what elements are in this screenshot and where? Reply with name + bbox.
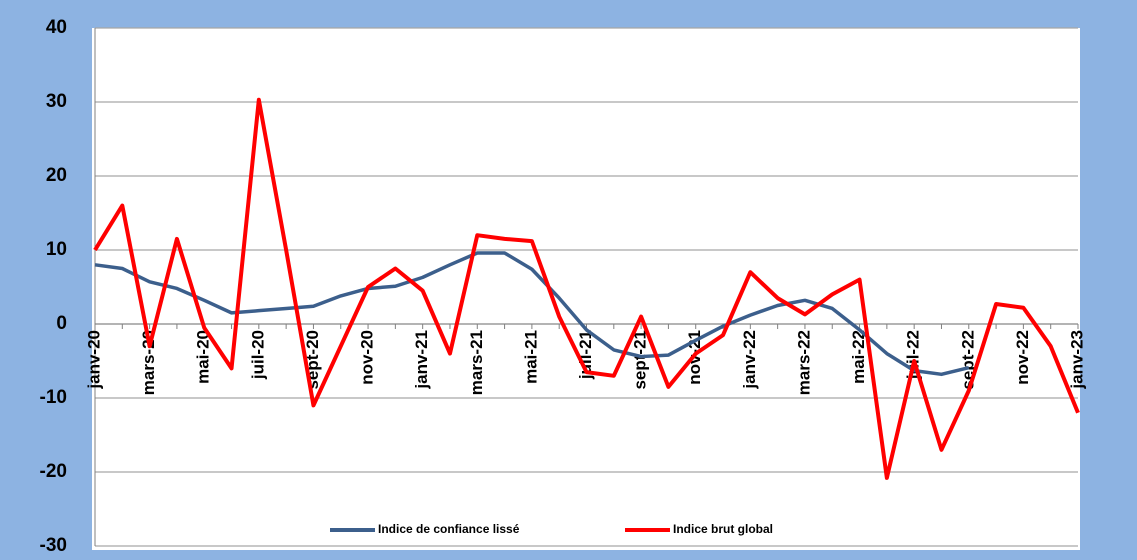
y-tick-label: -10 — [40, 387, 67, 408]
x-tick-label: mars-20 — [139, 330, 158, 395]
line-series — [93, 97, 1080, 480]
x-tick-label: mai-21 — [521, 330, 540, 384]
y-tick-label: -20 — [40, 461, 67, 482]
x-tick-label: nov-20 — [358, 330, 377, 385]
y-tick-label: 30 — [46, 91, 67, 112]
x-tick-label: janv-22 — [740, 330, 759, 390]
x-tick-label: janv-20 — [84, 330, 103, 390]
legend-label: Indice de confiance lissé — [378, 522, 520, 536]
x-tick-label: janv-21 — [412, 330, 431, 390]
x-tick-label: juil-21 — [576, 330, 595, 380]
x-tick-label: mai-22 — [849, 330, 868, 384]
y-tick-label: -30 — [40, 535, 67, 556]
x-tick-label: janv-23 — [1067, 330, 1086, 390]
x-tick-label: mars-22 — [794, 330, 813, 395]
x-tick-label: mars-21 — [467, 330, 486, 395]
x-tick-label: sept-21 — [631, 330, 650, 390]
x-tick-label: mai-20 — [194, 330, 213, 384]
x-tick-label: sept-22 — [958, 330, 977, 390]
y-tick-label: 10 — [46, 239, 67, 260]
legend-label: Indice brut global — [673, 522, 773, 536]
y-tick-label: 0 — [56, 313, 67, 334]
y-tick-label: 40 — [46, 17, 67, 38]
y-tick-label: 20 — [46, 165, 67, 186]
x-tick-label: nov-22 — [1013, 330, 1032, 385]
x-tick-label: juil-20 — [248, 330, 267, 380]
line-series — [94, 251, 970, 377]
